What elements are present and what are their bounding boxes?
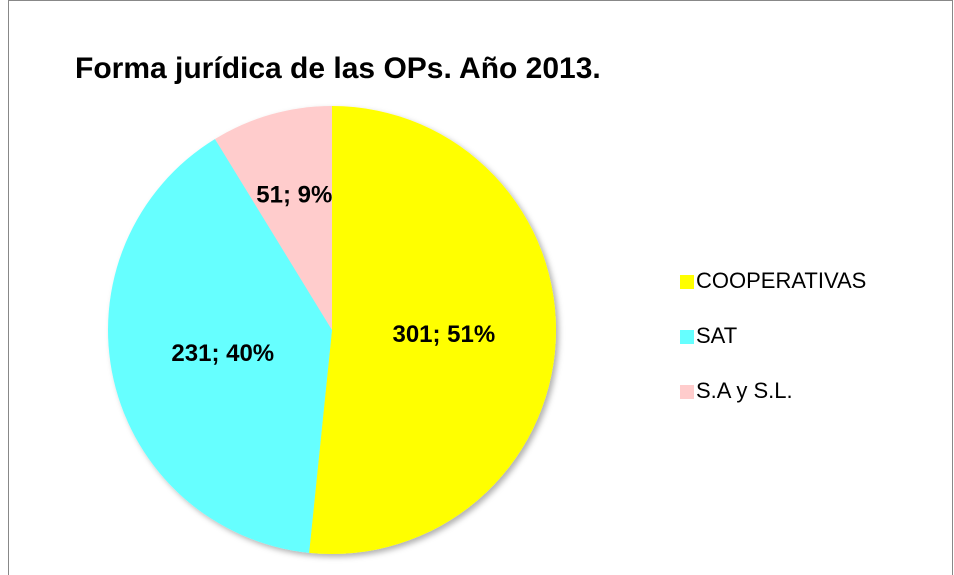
legend-swatch (680, 385, 694, 399)
legend-swatch (680, 275, 694, 289)
legend-label: COOPERATIVAS (696, 268, 866, 293)
legend-label: S.A y S.L. (696, 378, 793, 403)
pie (108, 106, 556, 554)
data-label: 301; 51% (392, 321, 495, 348)
data-label: 51; 9% (256, 182, 332, 209)
pie-slice (309, 106, 556, 554)
chart-title: Forma jurídica de las OPs. Año 2013. (75, 52, 601, 85)
data-label: 231; 40% (171, 340, 274, 367)
legend-swatch (680, 330, 694, 344)
pie-slice (108, 138, 333, 553)
legend-label: SAT (696, 323, 737, 348)
pie-slice (214, 106, 332, 330)
